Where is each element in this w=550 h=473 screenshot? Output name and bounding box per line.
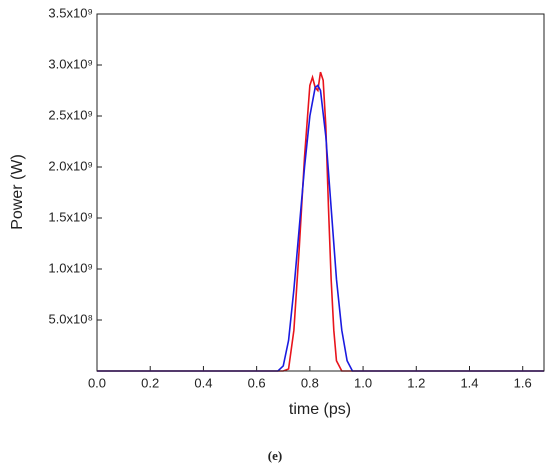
line-series: [97, 71, 544, 372]
x-axis-title: time (ps): [289, 401, 351, 418]
x-tick-label: 1.6: [514, 375, 532, 390]
y-axis-title: Power (W): [9, 154, 26, 230]
x-tick-label: 1.0: [354, 375, 372, 390]
caption: (e): [268, 448, 282, 463]
x-tick-label: 0.0: [88, 375, 106, 390]
line-series: [97, 84, 544, 372]
y-tick-label: 2.5x10⁹: [48, 107, 93, 122]
y-tick-label: 3.0x10⁹: [48, 56, 93, 71]
x-tick-label: 0.8: [301, 375, 319, 390]
x-tick-label: 0.4: [194, 375, 212, 390]
y-tick-label: 3.5x10⁹: [48, 5, 93, 20]
y-tick-label: 1.0x10⁹: [48, 260, 93, 275]
x-tick-label: 0.6: [248, 375, 266, 390]
plot-frame: [96, 13, 545, 372]
x-tick-label: 0.2: [141, 375, 159, 390]
x-tick-label: 1.4: [460, 375, 478, 390]
y-tick-label: 5.0x10⁸: [48, 311, 93, 326]
x-tick-label: 1.2: [407, 375, 425, 390]
y-tick-label: 2.0x10⁹: [48, 158, 93, 173]
y-tick-label: 1.5x10⁹: [48, 209, 93, 224]
